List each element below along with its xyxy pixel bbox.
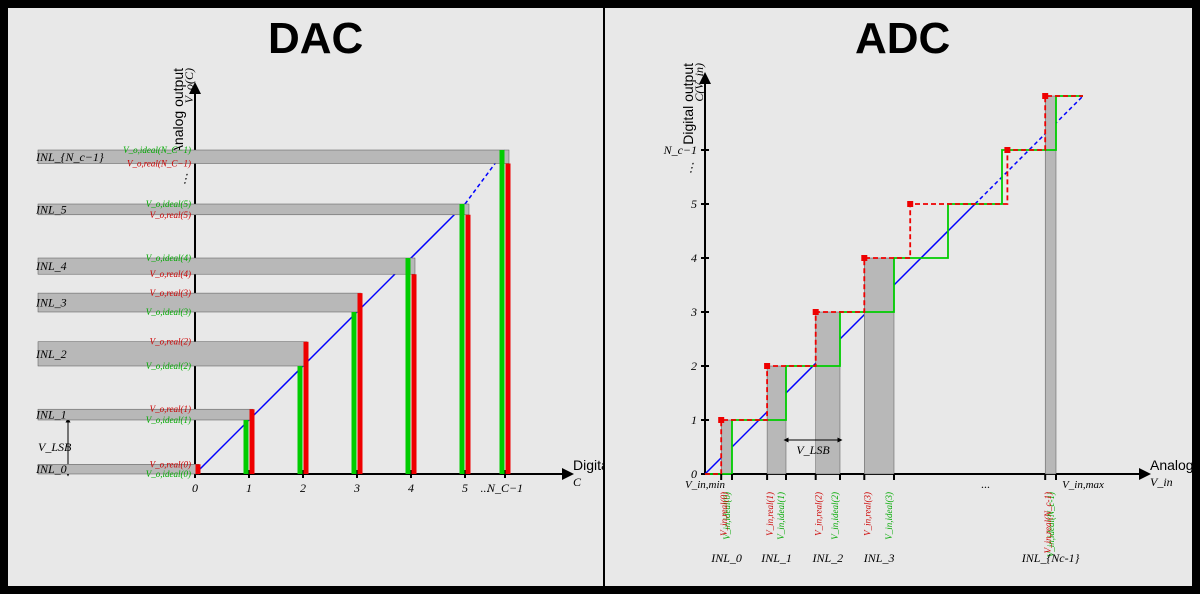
svg-text:V_o,ideal(0): V_o,ideal(0) [146,469,191,479]
dac-svg: Analog outputV_o(C)Digital inputCV_LSB01… [8,8,604,586]
svg-text:5: 5 [462,481,468,495]
svg-text:V_o,real(5): V_o,real(5) [150,210,191,220]
svg-text:INL_3: INL_3 [35,296,67,310]
svg-text:4: 4 [691,251,697,265]
svg-text:V_in,ideal(3): V_in,ideal(3) [884,492,894,540]
svg-text:V_in,real(2): V_in,real(2) [814,492,824,536]
svg-text:INL_1: INL_1 [760,551,792,565]
svg-text:V_in,ideal(2): V_in,ideal(2) [830,492,840,540]
figure-frame: DAC Analog outputV_o(C)Digital inputCV_L… [0,0,1200,594]
svg-text:INL_2: INL_2 [812,551,844,565]
adc-panel: ADC Digital outputC(V_in)Analog inputV_i… [603,8,1192,586]
svg-text:V_in,real(N_c-1): V_in,real(N_c-1) [1043,492,1053,553]
svg-text:5: 5 [691,197,697,211]
svg-text:V_o,real(1): V_o,real(1) [150,404,191,414]
svg-text:⋮: ⋮ [685,161,697,175]
svg-text:V_o,real(2): V_o,real(2) [150,337,191,347]
svg-text:V_o,real(N_C−1): V_o,real(N_C−1) [127,159,191,169]
svg-text:V_in,real(0): V_in,real(0) [719,492,729,536]
adc-svg: Digital outputC(V_in)Analog inputV_in012… [605,8,1193,586]
svg-text:INL_2: INL_2 [35,347,67,361]
svg-text:3: 3 [353,481,360,495]
svg-text:...: ... [981,477,990,491]
svg-text:V_in,ideal(1): V_in,ideal(1) [776,492,786,540]
svg-text:4: 4 [408,481,414,495]
svg-text:INL_0: INL_0 [35,462,67,476]
svg-text:V_o,ideal(2): V_o,ideal(2) [146,361,191,371]
svg-text:2: 2 [300,481,306,495]
svg-text:N_c−1: N_c−1 [663,143,697,157]
svg-text:V_o,real(4): V_o,real(4) [150,269,191,279]
svg-text:V_o,real(3): V_o,real(3) [150,288,191,298]
svg-text:V_o,real(0): V_o,real(0) [150,459,191,469]
svg-text:2: 2 [691,359,697,373]
svg-text:V_o,ideal(3): V_o,ideal(3) [146,307,191,317]
svg-text:1: 1 [691,413,697,427]
svg-text:V_LSB: V_LSB [796,443,830,457]
svg-text:INL_3: INL_3 [863,551,895,565]
svg-text:V_o,ideal(1): V_o,ideal(1) [146,415,191,425]
svg-text:N_C−1: N_C−1 [486,481,523,495]
svg-text:V_in,real(3): V_in,real(3) [862,492,872,536]
svg-text:C(V_in): C(V_in) [692,63,706,102]
svg-text:V_in,real(1): V_in,real(1) [765,492,775,536]
svg-text:⋮: ⋮ [179,171,191,185]
svg-text:INL_{Nc-1}: INL_{Nc-1} [1021,551,1080,565]
svg-text:V_LSB: V_LSB [38,440,72,454]
svg-text:V_o,ideal(4): V_o,ideal(4) [146,253,191,263]
svg-text:Analog input: Analog input [1150,457,1193,473]
svg-text:3: 3 [690,305,697,319]
svg-text:INL_5: INL_5 [35,202,67,216]
svg-text:V_o,ideal(5): V_o,ideal(5) [146,199,191,209]
svg-text:V_in,max: V_in,max [1062,479,1104,491]
svg-text:V_o(C): V_o(C) [182,68,196,103]
svg-text:V_o,ideal(N_C−1): V_o,ideal(N_C−1) [123,145,191,155]
svg-text:Digital input: Digital input [573,457,604,473]
svg-text:V_in,min: V_in,min [685,479,726,491]
svg-text:0: 0 [192,481,198,495]
svg-text:INL_{N_c−1}: INL_{N_c−1} [35,150,104,164]
svg-text:INL_1: INL_1 [35,408,67,422]
svg-text:INL_0: INL_0 [710,551,742,565]
svg-text:INL_4: INL_4 [35,259,67,273]
dac-panel: DAC Analog outputV_o(C)Digital inputCV_L… [8,8,603,586]
svg-text:C: C [573,475,582,489]
svg-text:1: 1 [246,481,252,495]
svg-text:V_in: V_in [1150,475,1173,489]
